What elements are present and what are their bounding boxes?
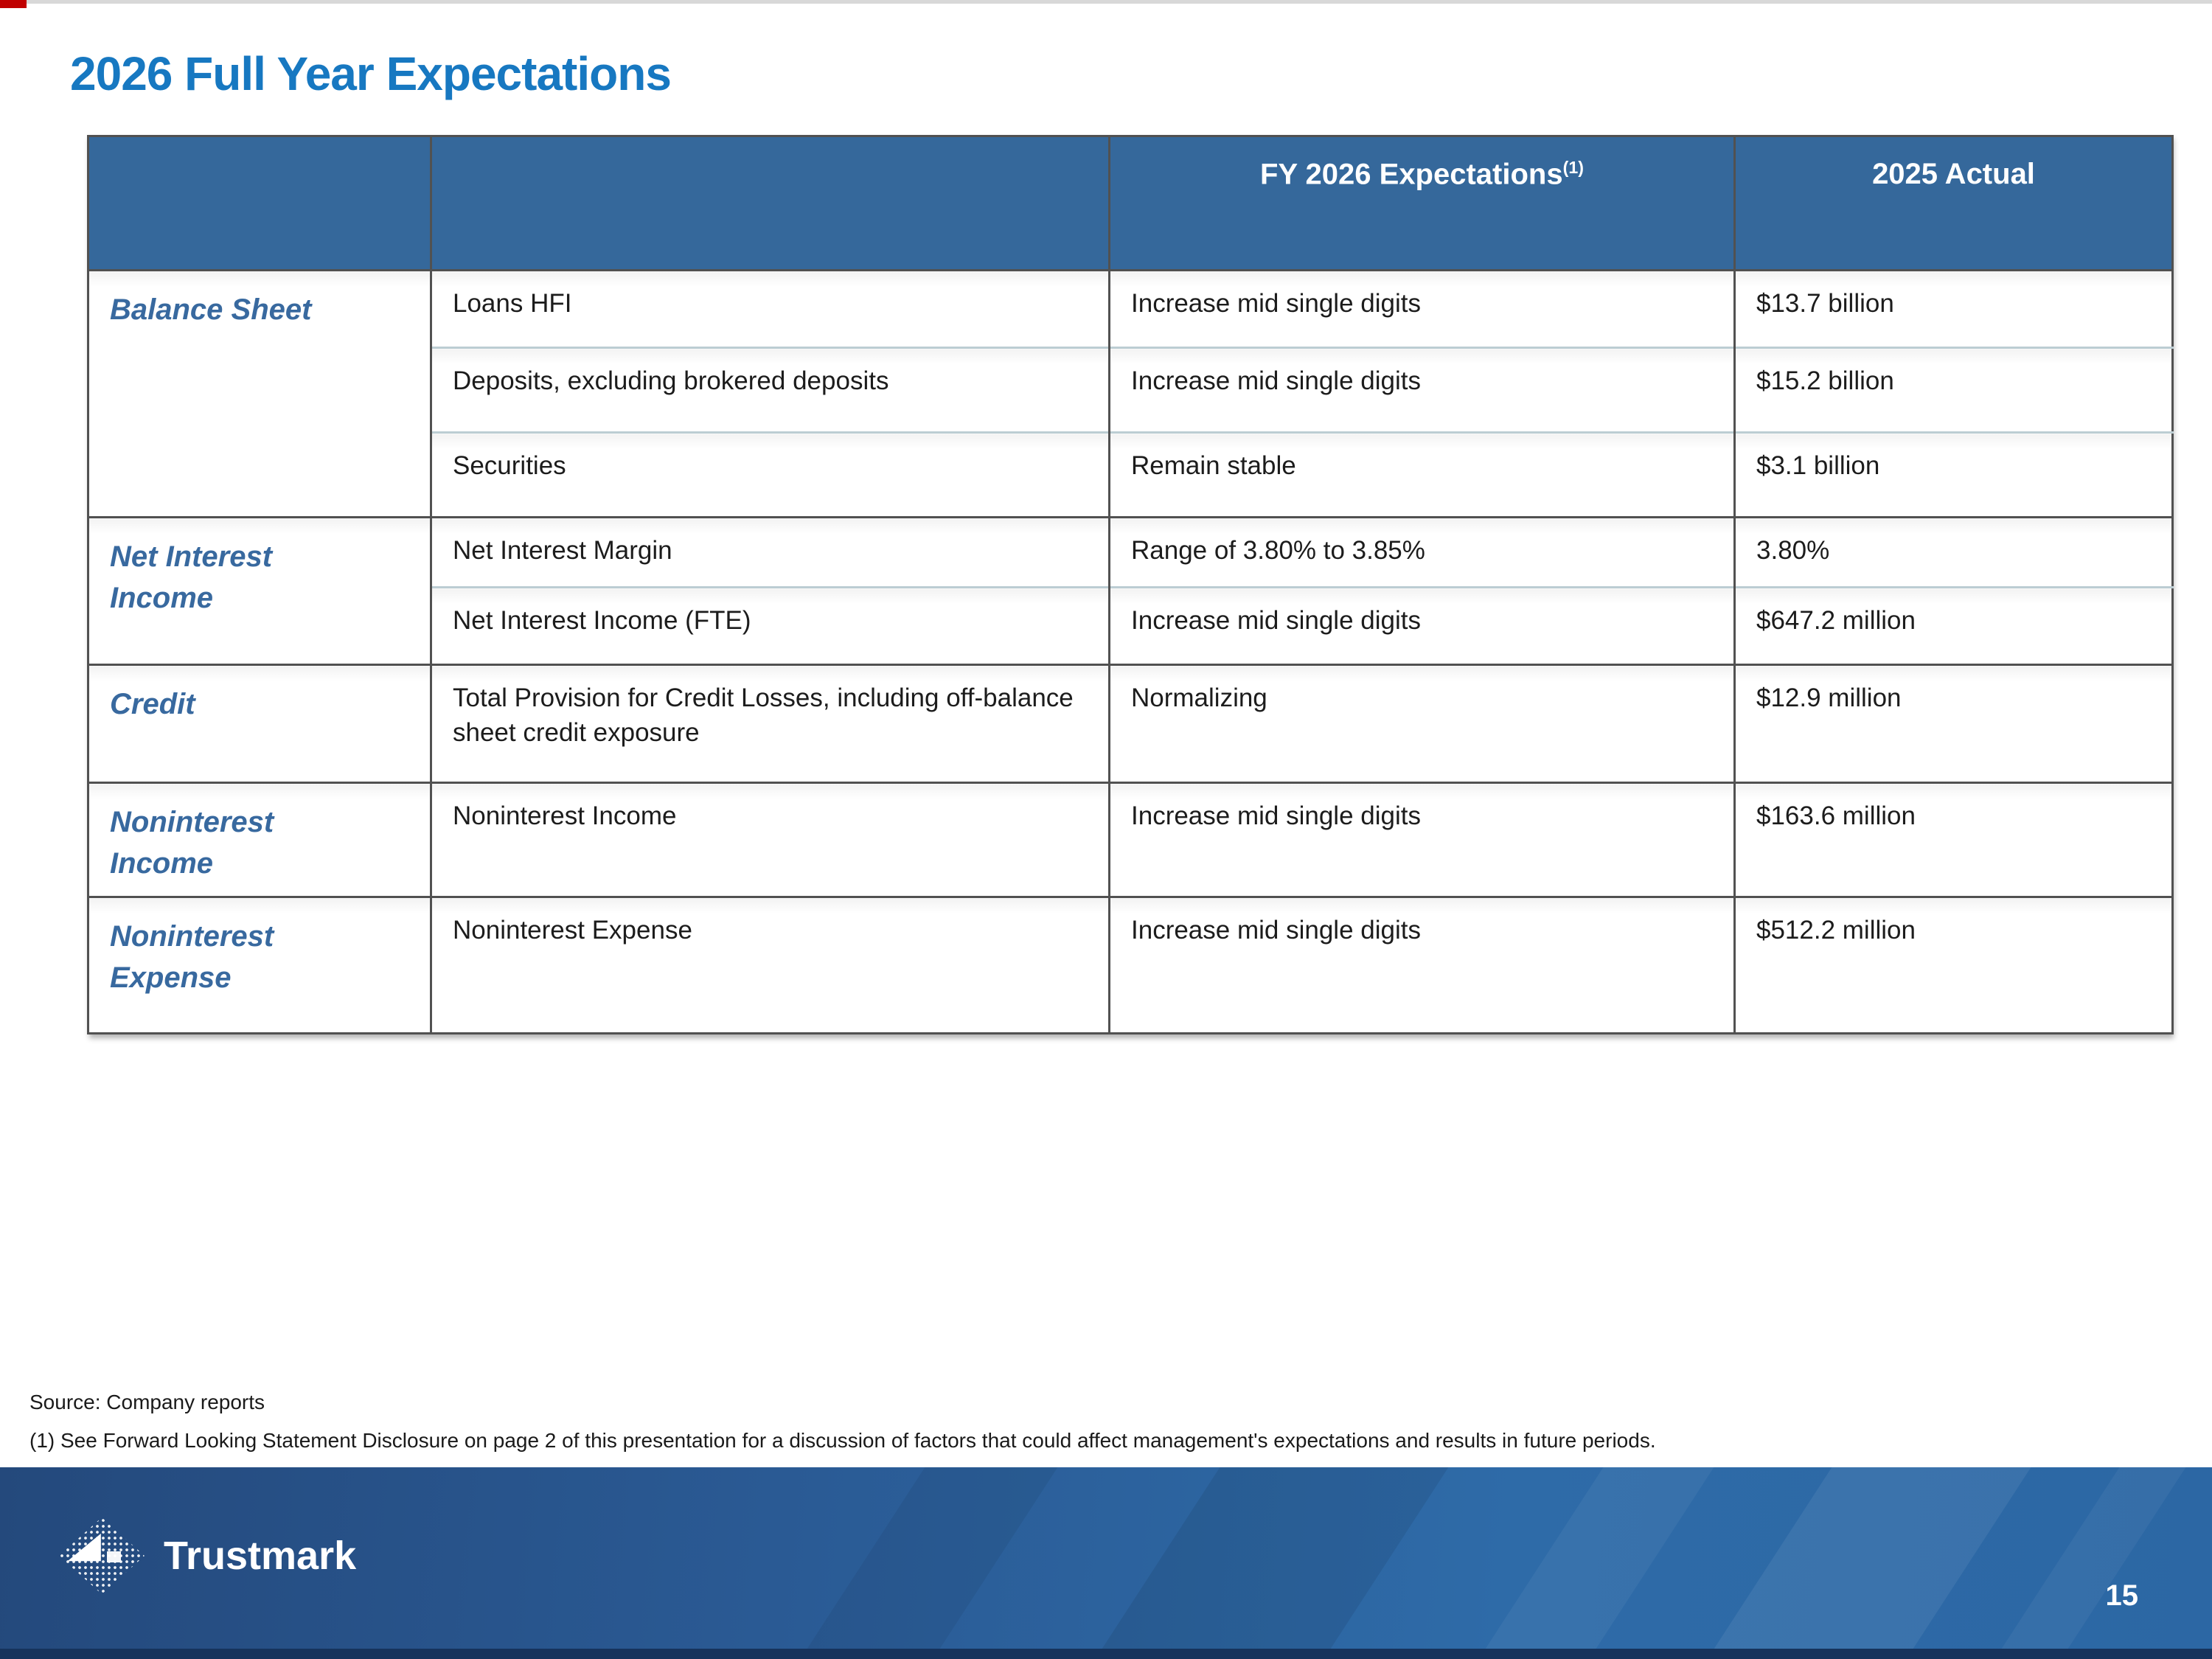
expectation-cell: Increase mid single digits <box>1108 269 1735 348</box>
footer-stripe-decoration <box>1688 1467 2051 1649</box>
actual-cell: 3.80% <box>1733 516 2173 588</box>
header-actual-cell: 2025 Actual <box>1733 136 2173 271</box>
expectation-cell: Increase mid single digits <box>1108 896 1735 1034</box>
top-edge-line <box>0 0 2212 4</box>
actual-cell: $3.1 billion <box>1733 431 2173 518</box>
table-row: Net Interest Income (FTE) Increase mid s… <box>88 586 2173 665</box>
trustmark-diamond-icon <box>59 1517 145 1594</box>
category-label: Credit <box>110 688 195 720</box>
expectation-cell: Normalizing <box>1108 664 1735 783</box>
actual-cell: $15.2 billion <box>1733 347 2173 433</box>
footer-stripe-decoration <box>1459 1467 1733 1649</box>
item-cell: Securities <box>430 431 1110 518</box>
page-title: 2026 Full Year Expectations <box>70 46 672 100</box>
header-expectations-cell: FY 2026 Expectations(1) <box>1108 136 1735 271</box>
actual-cell: $163.6 million <box>1733 782 2173 897</box>
header-expectations-footnote-marker: (1) <box>1562 158 1584 177</box>
category-cell-net-interest-income: Net Interest Income <box>87 516 431 665</box>
table-row: Noninterest Expense Noninterest Expense … <box>87 896 2173 1034</box>
header-item-cell <box>430 136 1110 271</box>
expectation-cell: Range of 3.80% to 3.85% <box>1108 516 1735 588</box>
item-cell: Noninterest Expense <box>430 896 1110 1034</box>
expectation-cell: Remain stable <box>1108 431 1735 518</box>
item-cell: Net Interest Income (FTE) <box>430 586 1110 665</box>
item-cell: Noninterest Income <box>430 782 1110 897</box>
category-label: Noninterest Income <box>110 806 274 880</box>
table-row: Balance Sheet Loans HFI Increase mid sin… <box>87 269 2173 518</box>
expectation-cell: Increase mid single digits <box>1108 586 1735 665</box>
expectations-table: FY 2026 Expectations(1) 2025 Actual Bala… <box>87 135 2174 1034</box>
table-row: Credit Total Provision for Credit Losses… <box>87 664 2173 783</box>
logo-wordmark: Trustmark <box>164 1534 357 1578</box>
footer-stripe-decoration <box>781 1467 1077 1649</box>
category-cell-noninterest-income: Noninterest Income <box>87 782 431 897</box>
source-line: Source: Company reports <box>29 1391 265 1413</box>
logo-arrow-shape <box>67 1533 101 1562</box>
actual-cell: $512.2 million <box>1733 896 2173 1034</box>
forward-looking-footnote: (1) See Forward Looking Statement Disclo… <box>29 1429 1656 1452</box>
table-row: Noninterest Income Noninterest Income In… <box>87 782 2173 897</box>
logo-notch-shape <box>106 1551 121 1563</box>
footnotes: Source: Company reports (1) See Forward … <box>29 1392 1656 1451</box>
actual-cell: $13.7 billion <box>1733 269 2173 348</box>
footer-bottom-strip <box>0 1649 2212 1659</box>
item-cell: Loans HFI <box>430 269 1110 348</box>
category-cell-balance-sheet: Balance Sheet <box>87 269 431 518</box>
header-category-cell <box>87 136 431 271</box>
footer-bar: Trustmark <box>0 1467 2212 1649</box>
corner-red-mark <box>0 0 27 8</box>
item-cell: Deposits, excluding brokered deposits <box>430 347 1110 433</box>
footer-stripe-decoration <box>1076 1467 1468 1649</box>
trustmark-logo: Trustmark <box>59 1517 356 1594</box>
category-cell-credit: Credit <box>87 664 431 783</box>
category-label: Net Interest Income <box>110 540 273 614</box>
actual-cell: $647.2 million <box>1733 586 2173 665</box>
expectations-table-container: FY 2026 Expectations(1) 2025 Actual Bala… <box>87 135 2174 1034</box>
actual-cell: $12.9 million <box>1733 664 2173 783</box>
item-cell: Net Interest Margin <box>430 516 1110 588</box>
table-row: Securities Remain stable $3.1 billion <box>88 431 2173 518</box>
header-expectations-label: FY 2026 Expectations <box>1260 158 1563 191</box>
page-number: 15 <box>2105 1579 2139 1612</box>
table-row: Net Interest Income Net Interest Margin … <box>87 516 2173 665</box>
expectation-cell: Increase mid single digits <box>1108 347 1735 433</box>
expectation-cell: Increase mid single digits <box>1108 782 1735 897</box>
category-label: Balance Sheet <box>110 293 312 326</box>
item-cell: Total Provision for Credit Losses, inclu… <box>430 664 1110 783</box>
table-row: Deposits, excluding brokered deposits In… <box>88 347 2173 433</box>
category-cell-noninterest-expense: Noninterest Expense <box>87 896 431 1034</box>
table-header-row: FY 2026 Expectations(1) 2025 Actual <box>87 136 2173 271</box>
category-label: Noninterest Expense <box>110 920 274 994</box>
